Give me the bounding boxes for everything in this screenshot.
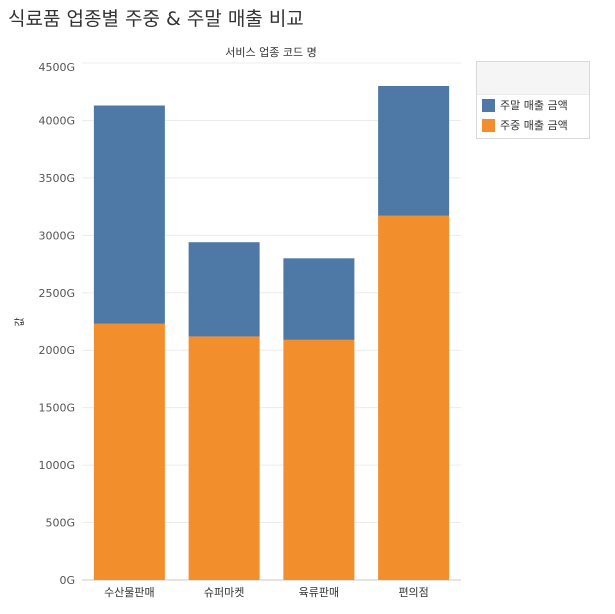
- chart-title: 식료품 업종별 주중 & 주말 매출 비교: [8, 8, 304, 30]
- y-tick-label: 4500G: [38, 61, 75, 74]
- legend-label-weekday: 주중 매출 금액: [500, 119, 568, 132]
- x-tick-label: 편의점: [398, 586, 428, 599]
- x-tick-label: 슈퍼마켓: [204, 586, 244, 599]
- bar-weekday[interactable]: [283, 339, 355, 580]
- bar-weekend[interactable]: [93, 105, 165, 324]
- y-tick-label: 1000G: [38, 459, 75, 472]
- legend-item-weekend[interactable]: 주말 매출 금액: [477, 95, 589, 115]
- legend-item-weekday[interactable]: 주중 매출 금액: [477, 115, 589, 135]
- bar-weekend[interactable]: [283, 258, 355, 340]
- legend: 주말 매출 금액 주중 매출 금액: [476, 61, 590, 139]
- y-tick-label: 3500G: [38, 172, 75, 185]
- y-tick-label: 3000G: [38, 229, 75, 242]
- y-tick-label: 2000G: [38, 344, 75, 357]
- bar-weekday[interactable]: [378, 215, 450, 580]
- column-header: 서비스 업종 코드 명: [225, 46, 316, 59]
- x-axis: 수산물판매 슈퍼마켓 육류판매 편의점: [104, 586, 429, 599]
- bar-weekday[interactable]: [188, 336, 260, 580]
- x-tick-label: 육류판매: [299, 586, 339, 599]
- bar-weekday[interactable]: [93, 323, 165, 580]
- legend-swatch-weekend: [482, 98, 495, 112]
- y-tick-label: 500G: [45, 517, 75, 530]
- y-tick-label: 1500G: [38, 402, 75, 415]
- x-tick-label: 수산물판매: [104, 586, 155, 599]
- y-tick-label: 0G: [59, 574, 75, 587]
- legend-label-weekend: 주말 매출 금액: [500, 99, 568, 112]
- y-tick-label: 2500G: [38, 287, 75, 300]
- bar-weekend[interactable]: [188, 242, 260, 337]
- legend-header: [477, 62, 589, 95]
- bars: [93, 85, 450, 580]
- y-axis-title: 값: [14, 317, 26, 326]
- y-tick-label: 4000G: [38, 114, 75, 127]
- y-axis: 0G 500G 1000G 1500G 2000G 2500G 3000G 3500G 4000…: [38, 61, 75, 587]
- legend-swatch-weekday: [482, 118, 495, 132]
- bar-weekend[interactable]: [378, 85, 450, 216]
